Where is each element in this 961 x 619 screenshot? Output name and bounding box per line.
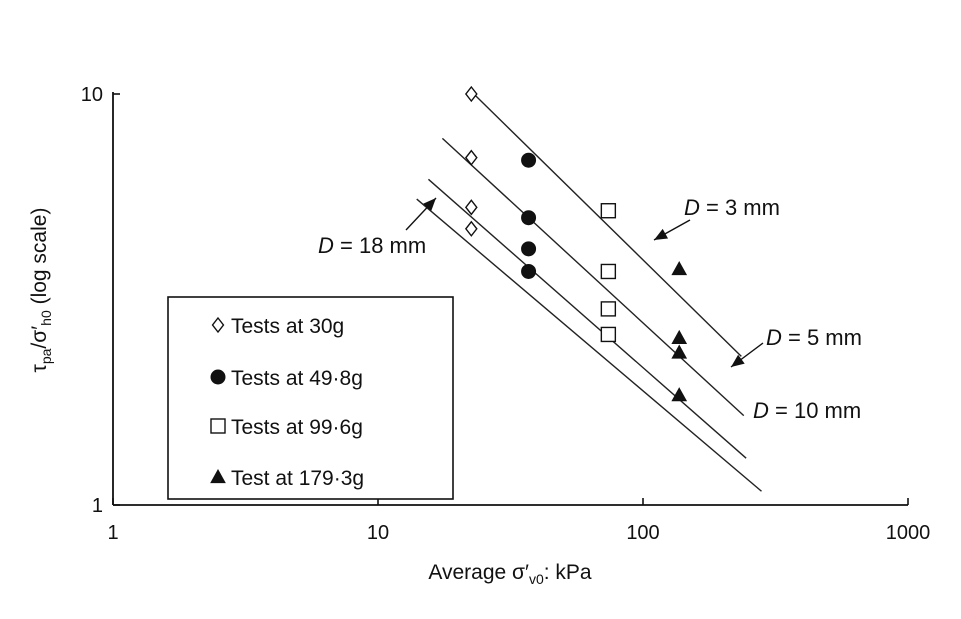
data-point <box>521 241 537 257</box>
x-tick-label: 100 <box>626 522 659 544</box>
line-label: D = 10 mm <box>753 398 861 423</box>
data-point <box>600 203 617 219</box>
data-point <box>600 301 617 317</box>
line-label: D = 5 mm <box>766 325 862 350</box>
y-axis-title: τpa/σ′h0 (log scale) <box>28 208 54 373</box>
trend-line <box>427 178 747 459</box>
x-tick-label: 10 <box>367 522 389 544</box>
trend-line <box>441 137 745 417</box>
data-point <box>671 329 688 345</box>
x-axis-title: Average σ′v0: kPa <box>428 561 592 587</box>
data-point <box>600 263 617 280</box>
line-label: D = 18 mm <box>318 233 426 258</box>
data-point <box>671 387 688 402</box>
annotation-arrowhead <box>731 354 745 367</box>
x-tick-label: 1000 <box>886 522 931 544</box>
data-point <box>210 468 226 484</box>
data-point <box>464 220 478 237</box>
data-point <box>671 344 688 359</box>
data-point <box>210 418 226 434</box>
x-tick-label: 1 <box>107 522 118 544</box>
data-point <box>521 263 537 279</box>
annotation-arrowhead <box>654 228 669 240</box>
y-tick-label: 1 <box>92 495 103 517</box>
annotation-arrowhead <box>423 198 436 212</box>
annotations: D = 3 mm D = 5 mm D = 10 mm D = 18 mm <box>318 195 862 423</box>
data-point <box>464 199 478 216</box>
axes: 1 10 100 1000 1 10 Average σ′v0: kPa τpa/σ′h0 (… <box>28 84 930 587</box>
data-markers <box>464 85 688 402</box>
data-point <box>600 326 617 343</box>
legend-label: Test at 179·3g <box>231 467 364 490</box>
legend: Tests at 30g Tests at 49·8g Tests at 99·6g… <box>167 296 454 500</box>
line-label: D = 3 mm <box>684 195 780 220</box>
data-point <box>521 152 537 168</box>
legend-label: Tests at 30g <box>231 315 344 338</box>
trend-lines <box>416 93 762 492</box>
legend-box <box>167 296 454 500</box>
trend-line <box>416 198 762 492</box>
legend-label: Tests at 99·6g <box>231 416 363 439</box>
data-point <box>521 210 537 226</box>
data-point <box>671 261 688 276</box>
data-point <box>210 369 226 385</box>
trend-line <box>473 93 742 357</box>
data-point <box>464 85 478 103</box>
y-tick-label: 10 <box>81 84 103 106</box>
data-point <box>464 149 478 166</box>
legend-label: Tests at 49·8g <box>231 367 363 390</box>
data-point <box>211 316 225 334</box>
